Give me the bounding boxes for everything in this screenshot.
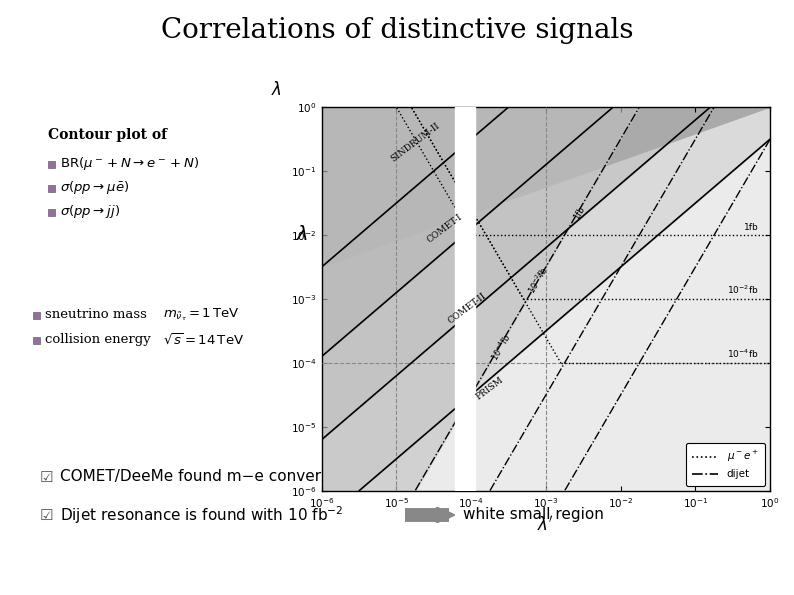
Text: $\sqrt{s} = 14\,\mathrm{TeV}$: $\sqrt{s} = 14\,\mathrm{TeV}$ [163, 333, 244, 347]
Polygon shape [322, 107, 770, 267]
Text: Correlations of distinctive signals: Correlations of distinctive signals [160, 17, 634, 43]
Text: ☑: ☑ [40, 469, 54, 484]
Text: $10^{-2}$fb: $10^{-2}$fb [727, 283, 759, 296]
Bar [33, 337, 40, 344]
Bar [48, 209, 55, 216]
Bar [48, 185, 55, 192]
Text: 1fb: 1fb [744, 223, 759, 232]
Text: sneutrino mass: sneutrino mass [45, 308, 147, 321]
Text: $10^{-2}$fb: $10^{-2}$fb [526, 264, 551, 296]
Bar [455, 107, 475, 491]
Text: $m_{\tilde{\nu}_\tau} = 1\,\mathrm{TeV}$: $m_{\tilde{\nu}_\tau} = 1\,\mathrm{TeV}$ [163, 306, 240, 323]
Text: $\sigma(pp \to \mu\bar{e})$: $\sigma(pp \to \mu\bar{e})$ [60, 178, 129, 196]
Text: white band: white band [446, 469, 531, 484]
Text: Dijet resonance is found with 10 fb$^{-2}$: Dijet resonance is found with 10 fb$^{-2… [60, 504, 344, 526]
Bar [33, 312, 40, 319]
Legend: $\mu^- e^+$, dijet: $\mu^- e^+$, dijet [686, 443, 765, 486]
Text: $\lambda$: $\lambda$ [296, 226, 308, 245]
Text: $\sigma(pp \to jj)$: $\sigma(pp \to jj)$ [60, 202, 120, 220]
Text: $10^{-4}$fb: $10^{-4}$fb [488, 331, 514, 363]
Text: Contour plot of: Contour plot of [48, 128, 167, 142]
Text: SINDRUM-II: SINDRUM-II [389, 121, 441, 164]
Text: COMET-I: COMET-I [426, 212, 464, 245]
Text: $10^{-4}$fb: $10^{-4}$fb [727, 347, 759, 360]
Text: ☑: ☑ [40, 508, 54, 522]
Text: white small region: white small region [463, 508, 604, 522]
Text: PRISM: PRISM [474, 375, 505, 402]
Text: COMET/DeeMe found m−e conversion: COMET/DeeMe found m−e conversion [60, 469, 353, 484]
X-axis label: $\lambda'$: $\lambda'$ [538, 515, 554, 534]
Text: $\mathrm{BR}(\mu^- + N \to e^- + N)$: $\mathrm{BR}(\mu^- + N \to e^- + N)$ [60, 155, 199, 171]
Text: 1fb: 1fb [572, 205, 587, 221]
Text: collision energy: collision energy [45, 334, 151, 346]
Bar [48, 161, 55, 168]
Text: COMET-II: COMET-II [446, 292, 488, 326]
Y-axis label: $\lambda$: $\lambda$ [272, 82, 282, 99]
